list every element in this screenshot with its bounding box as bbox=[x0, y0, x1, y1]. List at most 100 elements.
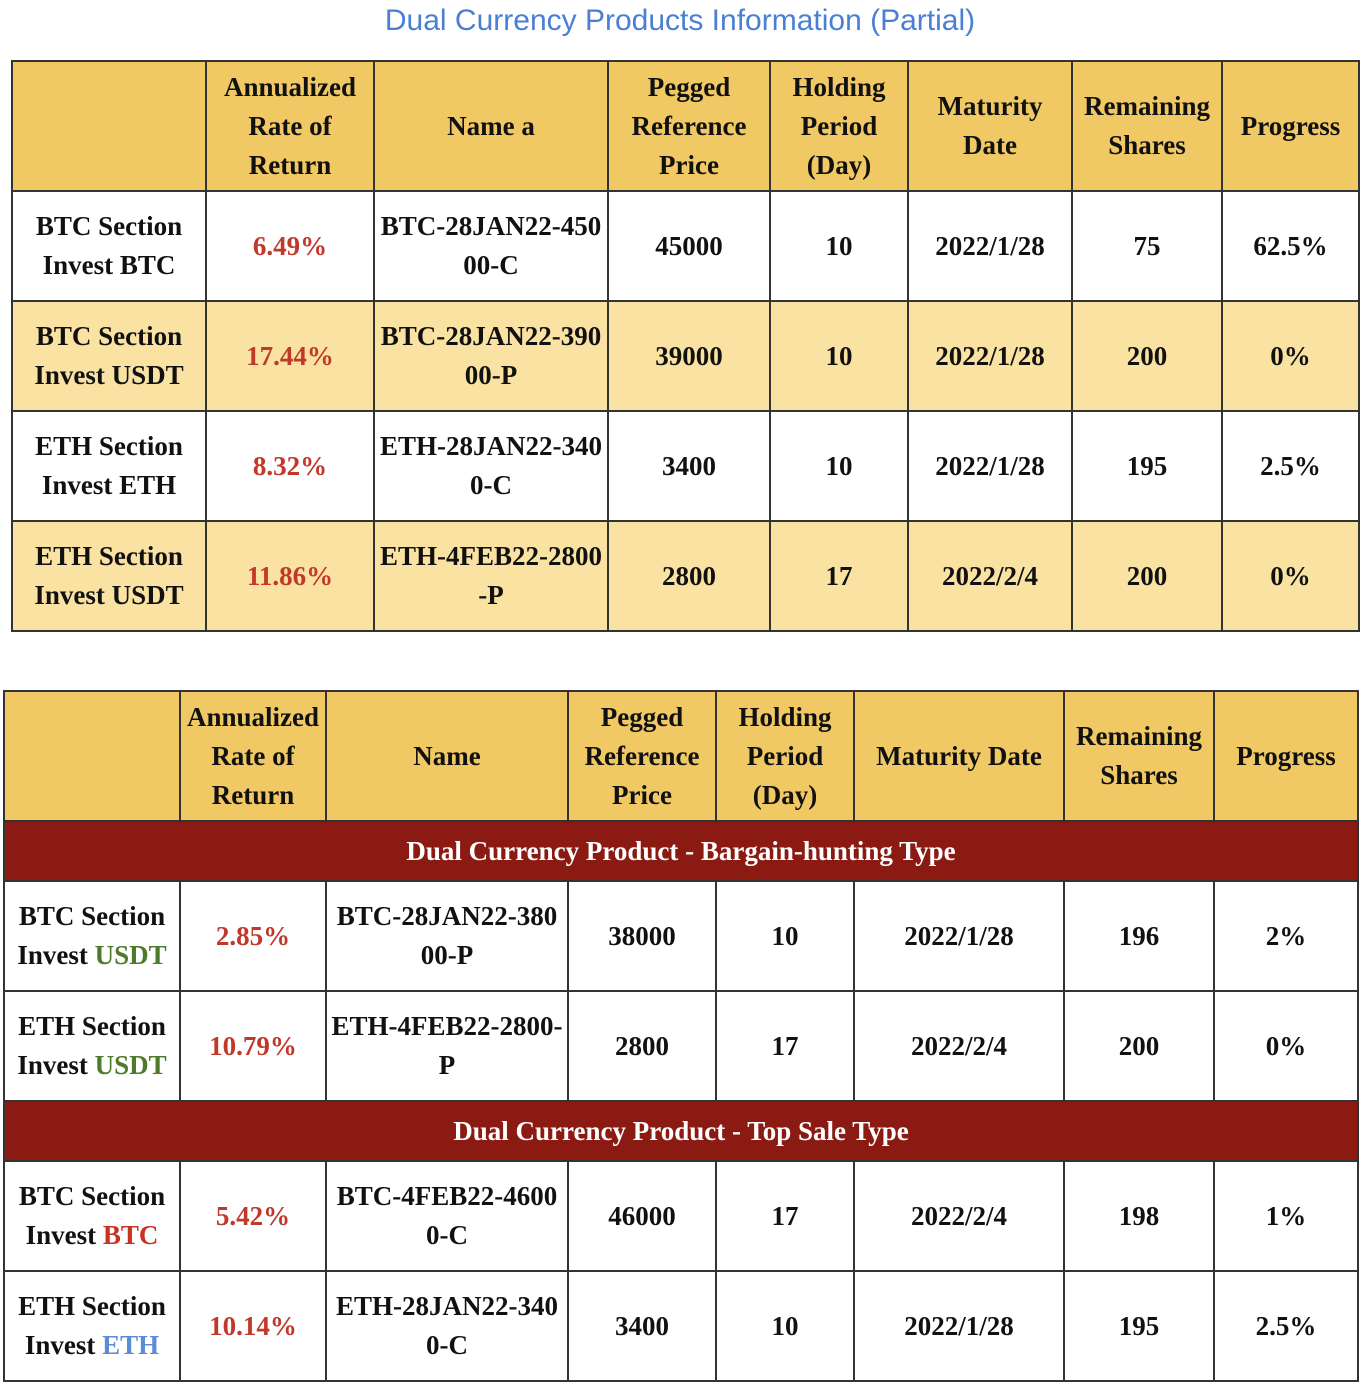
data-row: BTC Section Invest USDT 2.85% BTC-28JAN22-3… bbox=[3, 880, 1359, 992]
cell: 46000 bbox=[567, 1160, 717, 1272]
invest-text: Invest bbox=[24, 1330, 96, 1360]
data-row: ETH Section Invest USDT 11.86% ETH-4FEB22-2… bbox=[11, 520, 1360, 632]
cell: 1% bbox=[1213, 1160, 1359, 1272]
cell: 2.5% bbox=[1221, 410, 1360, 522]
cell: 17 bbox=[715, 990, 855, 1102]
cell: 2800 bbox=[607, 520, 771, 632]
cell: 195 bbox=[1063, 1270, 1215, 1382]
section-cell: BTC Section Invest USDT bbox=[3, 880, 181, 992]
cell: 200 bbox=[1071, 520, 1223, 632]
section-label: ETH Section bbox=[18, 1011, 166, 1041]
cell: 10.14% bbox=[179, 1270, 327, 1382]
currency: BTC bbox=[102, 1220, 159, 1250]
page-title: Dual Currency Products Information (Part… bbox=[384, 4, 976, 37]
header-cell: Remaining Shares bbox=[1071, 60, 1223, 192]
header-cell: Maturity Date bbox=[853, 690, 1065, 822]
cell: 10 bbox=[715, 880, 855, 992]
cell: 10 bbox=[715, 1270, 855, 1382]
header-cell: Holding Period (Day) bbox=[715, 690, 855, 822]
section-label: ETH Section bbox=[35, 541, 183, 571]
currency: USDT bbox=[94, 1050, 167, 1080]
cell: 2022/1/28 bbox=[853, 880, 1065, 992]
cell: 2.85% bbox=[179, 880, 327, 992]
cell: 2800 bbox=[567, 990, 717, 1102]
header-row: Annualized Rate of Return Name Pegged Refe… bbox=[3, 690, 1359, 822]
data-row: ETH Section Invest ETH 10.14% ETH-28JAN22-3… bbox=[3, 1270, 1359, 1382]
header-cell: Maturity Date bbox=[907, 60, 1073, 192]
cell: 2022/2/4 bbox=[853, 990, 1065, 1102]
group-title: Dual Currency Product - Bargain-hunting … bbox=[3, 820, 1359, 882]
section-cell: ETH Section Invest USDT bbox=[11, 520, 207, 632]
table-1: Annualized Rate of Return Name a Pegged Re… bbox=[11, 60, 1360, 632]
invest-label: Invest USDT bbox=[34, 580, 184, 610]
data-row: BTC Section Invest BTC 5.42% BTC-4FEB22-460… bbox=[3, 1160, 1359, 1272]
data-row: ETH Section Invest USDT 10.79% ETH-4FEB22-2… bbox=[3, 990, 1359, 1102]
invest-label: Invest ETH bbox=[9, 1326, 175, 1365]
cell: BTC-28JAN22-39000-P bbox=[373, 300, 609, 412]
currency: ETH bbox=[102, 1330, 160, 1360]
cell: 17.44% bbox=[205, 300, 375, 412]
header-cell: Progress bbox=[1221, 60, 1360, 192]
header-row: Annualized Rate of Return Name a Pegged Re… bbox=[11, 60, 1360, 192]
section-label: BTC Section bbox=[18, 1181, 166, 1211]
cell: 38000 bbox=[567, 880, 717, 992]
section-cell: BTC Section Invest BTC bbox=[3, 1160, 181, 1272]
section-cell: BTC Section Invest USDT bbox=[11, 300, 207, 412]
section-label: BTC Section bbox=[35, 321, 183, 351]
cell: BTC-28JAN22-38000-P bbox=[325, 880, 569, 992]
cell: 2022/1/28 bbox=[907, 190, 1073, 302]
cell: 2022/1/28 bbox=[907, 300, 1073, 412]
cell: 5.42% bbox=[179, 1160, 327, 1272]
invest-label: Invest USDT bbox=[9, 936, 175, 975]
cell: 2022/1/28 bbox=[853, 1270, 1065, 1382]
cell: 10.79% bbox=[179, 990, 327, 1102]
cell: 0% bbox=[1213, 990, 1359, 1102]
section-cell: BTC Section Invest BTC bbox=[11, 190, 207, 302]
cell: 17 bbox=[715, 1160, 855, 1272]
invest-text: Invest bbox=[25, 1220, 97, 1250]
header-cell: Annualized Rate of Return bbox=[179, 690, 327, 822]
section-label: ETH Section bbox=[35, 431, 183, 461]
cell: ETH-4FEB22-2800-P bbox=[325, 990, 569, 1102]
cell: 2% bbox=[1213, 880, 1359, 992]
cell: 0% bbox=[1221, 300, 1360, 412]
cell: 200 bbox=[1071, 300, 1223, 412]
section-label: ETH Section bbox=[18, 1291, 166, 1321]
invest-text: Invest bbox=[17, 940, 88, 970]
cell: 39000 bbox=[607, 300, 771, 412]
data-row: BTC Section Invest BTC 6.49% BTC-28JAN22-45… bbox=[11, 190, 1360, 302]
cell: 3400 bbox=[607, 410, 771, 522]
invest-text: Invest bbox=[17, 1050, 88, 1080]
invest-label: Invest BTC bbox=[9, 1216, 175, 1255]
invest-label: Invest USDT bbox=[9, 1046, 175, 1085]
header-cell: Progress bbox=[1213, 690, 1359, 822]
section-label: BTC Section bbox=[18, 901, 166, 931]
cell: BTC-28JAN22-45000-C bbox=[373, 190, 609, 302]
cell: 0% bbox=[1221, 520, 1360, 632]
header-cell bbox=[11, 60, 207, 192]
data-row: ETH Section Invest ETH 8.32% ETH-28JAN22-34… bbox=[11, 410, 1360, 522]
header-cell bbox=[3, 690, 181, 822]
cell: 198 bbox=[1063, 1160, 1215, 1272]
header-cell: Name bbox=[325, 690, 569, 822]
cell: 11.86% bbox=[205, 520, 375, 632]
cell: ETH-4FEB22-2800-P bbox=[373, 520, 609, 632]
group-row: Dual Currency Product - Bargain-hunting … bbox=[3, 820, 1359, 882]
cell: 10 bbox=[769, 190, 909, 302]
group-title: Dual Currency Product - Top Sale Type bbox=[3, 1100, 1359, 1162]
section-label: BTC Section bbox=[35, 211, 183, 241]
cell: ETH-28JAN22-3400-C bbox=[373, 410, 609, 522]
invest-label: Invest ETH bbox=[41, 470, 177, 500]
section-cell: ETH Section Invest USDT bbox=[3, 990, 181, 1102]
cell: 2022/2/4 bbox=[853, 1160, 1065, 1272]
cell: 200 bbox=[1063, 990, 1215, 1102]
section-cell: ETH Section Invest ETH bbox=[11, 410, 207, 522]
table-2: Annualized Rate of Return Name Pegged Refe… bbox=[3, 690, 1359, 1382]
cell: 196 bbox=[1063, 880, 1215, 992]
cell: ETH-28JAN22-3400-C bbox=[325, 1270, 569, 1382]
currency: USDT bbox=[94, 940, 167, 970]
cell: 45000 bbox=[607, 190, 771, 302]
cell: 10 bbox=[769, 410, 909, 522]
header-cell: Annualized Rate of Return bbox=[205, 60, 375, 192]
